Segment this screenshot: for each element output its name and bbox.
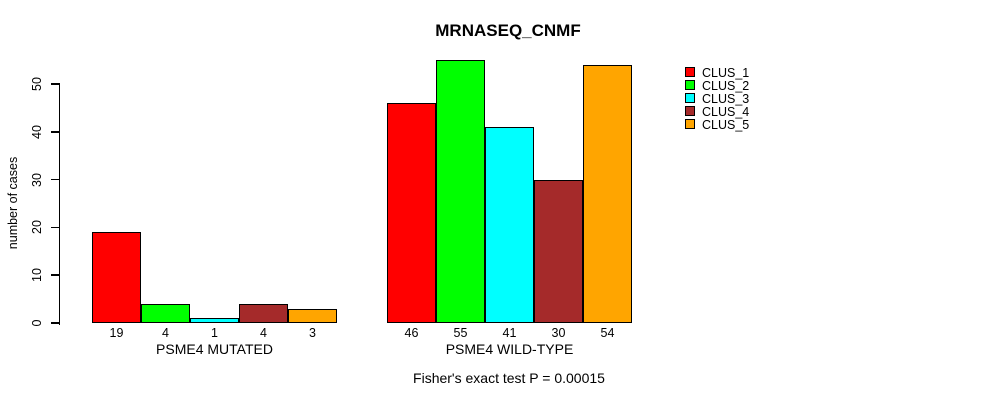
bar-clus_5-group2 bbox=[583, 64, 632, 323]
y-tick-mark bbox=[51, 178, 60, 181]
bar-clus_2-group2 bbox=[436, 60, 485, 323]
bar-clus_3-group1 bbox=[190, 318, 239, 323]
chart-title: MRNASEQ_CNMF bbox=[435, 21, 581, 40]
bar-value-label: 1 bbox=[211, 326, 218, 340]
legend-swatch-clus_2 bbox=[685, 80, 695, 90]
y-axis-line bbox=[58, 84, 60, 325]
bar-value-label: 19 bbox=[109, 326, 124, 340]
legend-swatch-clus_3 bbox=[685, 93, 695, 103]
legend-label: CLUS_4 bbox=[702, 104, 750, 119]
bar-clus_4-group2 bbox=[534, 179, 583, 323]
legend-label: CLUS_2 bbox=[702, 78, 750, 93]
bar-clus_4-group1 bbox=[239, 303, 288, 323]
y-tick-mark bbox=[51, 322, 60, 324]
x-category-label: PSME4 MUTATED bbox=[156, 341, 273, 357]
bar-value-label: 30 bbox=[551, 326, 566, 340]
caption: Fisher's exact test P = 0.00015 bbox=[413, 370, 605, 386]
legend-label: CLUS_1 bbox=[702, 65, 750, 80]
legend-swatch-clus_1 bbox=[685, 67, 695, 77]
bar-value-label: 4 bbox=[162, 326, 169, 340]
legend-label: CLUS_3 bbox=[702, 91, 750, 106]
bar-value-label: 41 bbox=[502, 326, 517, 340]
legend-swatch-clus_5 bbox=[685, 119, 695, 129]
bar-value-label: 46 bbox=[404, 326, 419, 340]
bar-clus_1-group2 bbox=[387, 103, 436, 323]
bar-value-label: 3 bbox=[309, 326, 316, 340]
bar-clus_1-group1 bbox=[92, 232, 141, 323]
y-tick-mark bbox=[51, 131, 60, 133]
bar-value-label: 55 bbox=[453, 326, 468, 340]
bar-value-label: 4 bbox=[260, 326, 267, 340]
x-category-label: PSME4 WILD-TYPE bbox=[445, 341, 574, 357]
legend-swatch-clus_4 bbox=[685, 106, 695, 116]
bar-clus_2-group1 bbox=[141, 303, 190, 323]
y-tick-mark bbox=[51, 274, 60, 276]
y-tick-mark bbox=[51, 83, 60, 85]
y-tick-mark bbox=[51, 226, 60, 229]
bar-clus_5-group1 bbox=[288, 308, 337, 323]
bar-clus_3-group2 bbox=[485, 127, 534, 323]
bar-value-label: 54 bbox=[600, 326, 615, 340]
legend-label: CLUS_5 bbox=[702, 117, 750, 132]
